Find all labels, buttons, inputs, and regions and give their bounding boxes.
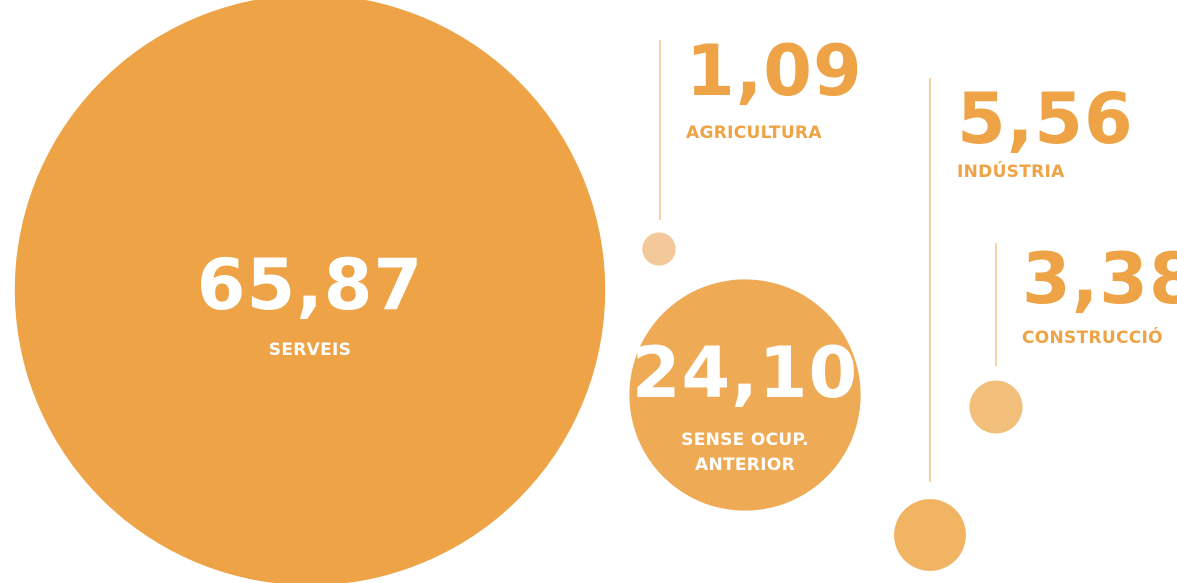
bubble [969, 380, 1023, 434]
category-label: SENSE OCUP. ANTERIOR [681, 430, 809, 475]
category-label: AGRICULTURA [686, 123, 822, 143]
category-label: CONSTRUCCIÓ [1022, 328, 1163, 348]
value-label: 5,56 [957, 78, 1134, 160]
bubble [14, 0, 606, 583]
category-label: SERVEIS [268, 340, 352, 360]
bubble [629, 279, 861, 511]
value-label: 3,38 [1022, 238, 1177, 320]
bubble [894, 499, 966, 571]
category-label: INDÚSTRIA [957, 162, 1065, 182]
value-label: 65,87 [196, 244, 424, 326]
value-label: 1,09 [686, 30, 863, 112]
value-label: 24,10 [631, 332, 859, 414]
bubble [642, 232, 676, 266]
